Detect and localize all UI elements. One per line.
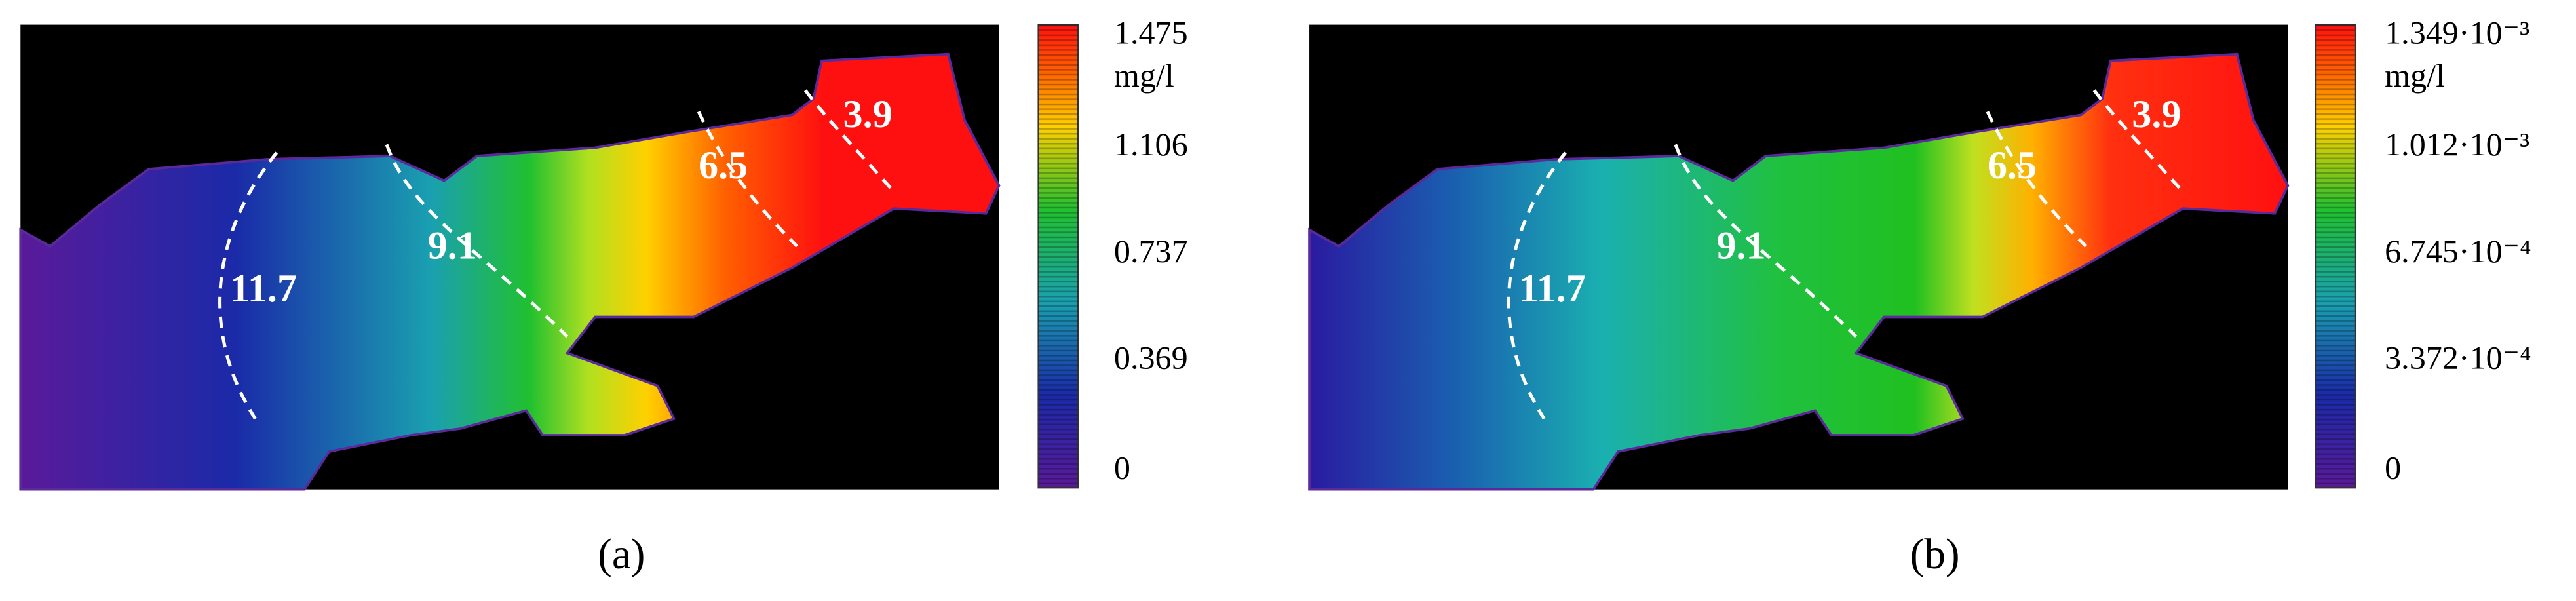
contour-line xyxy=(385,144,569,338)
panel: 11.7 9.1 6.5 3.9 1.475 1.106 0.737 0.369 0 mg/l (a… xyxy=(19,14,1188,578)
colorbar-stripes xyxy=(1038,24,1078,488)
contour-line xyxy=(1507,151,1567,420)
colorbar-tick-label: 1.012·10⁻³ xyxy=(2385,126,2529,163)
contour-label: 6.5 xyxy=(1988,144,2037,187)
panel-caption: (a) xyxy=(598,531,645,578)
colorbar-tick-label: 0 xyxy=(2385,450,2401,486)
colorbar-unit: mg/l xyxy=(1114,57,1174,94)
colorbar-stripes xyxy=(2315,24,2356,488)
colorbar-tick-label: 3.372·10⁻⁴ xyxy=(2385,339,2531,376)
contour-label: 3.9 xyxy=(2132,92,2181,136)
contour-label: 3.9 xyxy=(843,92,893,136)
contour-label: 9.1 xyxy=(428,224,477,268)
concentration-field xyxy=(1308,52,2290,491)
contour-line xyxy=(1674,144,1858,338)
colorbar-tick-label: 1.106 xyxy=(1114,126,1188,163)
contour-line xyxy=(697,111,799,248)
contour-line xyxy=(803,89,897,195)
colorbar-tick-label: 0 xyxy=(1114,450,1130,486)
colorbar-tick-label: 0.369 xyxy=(1114,339,1188,376)
panel: 11.7 9.1 6.5 3.9 1.349·10⁻³ 1.012·10⁻³ 6.745·1… xyxy=(1308,14,2531,578)
colorbar-tick-label: 1.475 xyxy=(1114,14,1188,51)
concentration-field xyxy=(19,52,1001,491)
panel-caption: (b) xyxy=(1910,531,1960,578)
contour-label: 11.7 xyxy=(230,267,297,311)
contour-line xyxy=(1986,111,2087,248)
colorbar-tick-label: 0.737 xyxy=(1114,233,1188,269)
contour-label: 9.1 xyxy=(1716,224,1765,268)
colorbar-unit: mg/l xyxy=(2385,57,2445,94)
colorbar-tick-label: 1.349·10⁻³ xyxy=(2385,14,2529,51)
contour-line xyxy=(2092,89,2186,195)
colorbar-tick-label: 6.745·10⁻⁴ xyxy=(2385,233,2531,269)
contour-label: 11.7 xyxy=(1519,267,1586,311)
contour-label: 6.5 xyxy=(699,144,748,187)
contour-line xyxy=(218,151,279,420)
